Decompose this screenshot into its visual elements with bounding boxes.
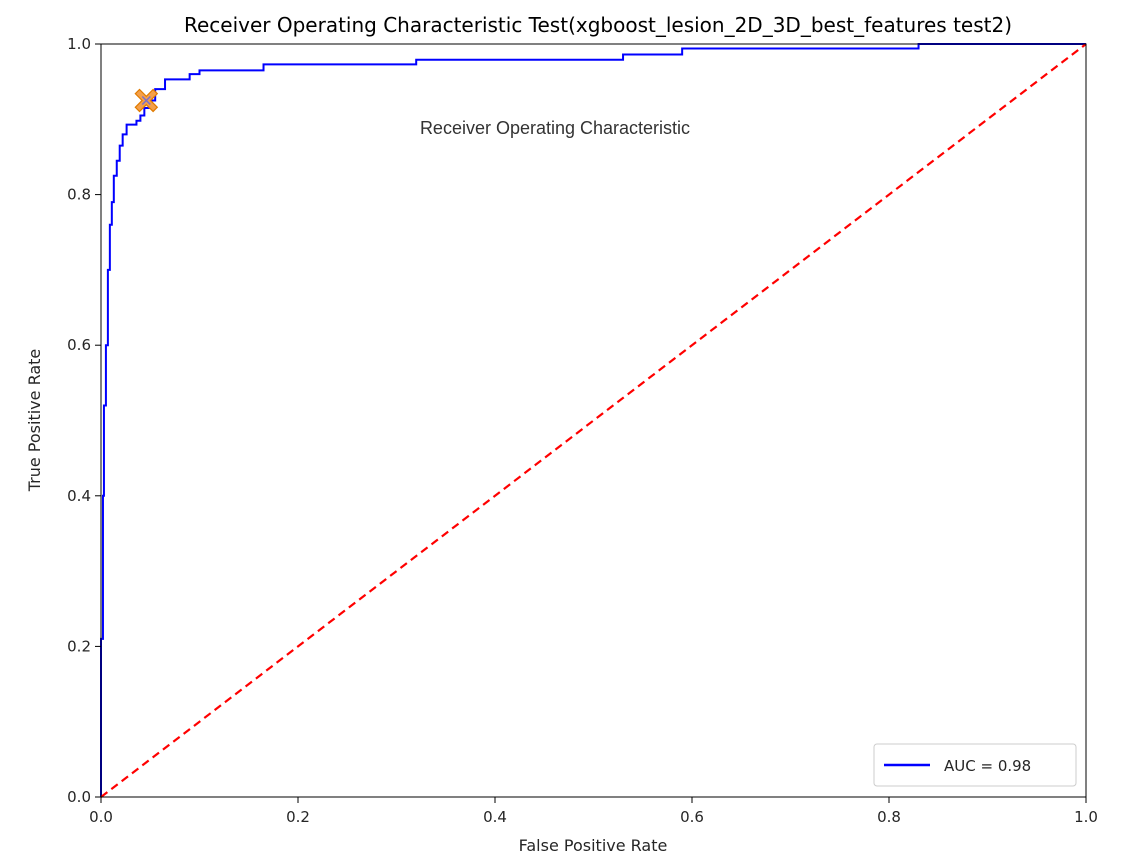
optimal-point-marker	[134, 88, 159, 113]
optimal-point-inner-x	[141, 95, 151, 106]
legend-label: AUC = 0.98	[944, 757, 1031, 775]
x-tick-label: 0.4	[483, 808, 507, 826]
plot-annotation: Receiver Operating Characteristic	[420, 118, 690, 138]
y-tick-label: 0.6	[67, 336, 91, 354]
x-tick-label: 0.2	[286, 808, 310, 826]
y-tick-label: 0.8	[67, 186, 91, 204]
chart-title: Receiver Operating Characteristic Test(x…	[184, 13, 1012, 37]
y-tick-label: 0.4	[67, 487, 91, 505]
data-layer	[100, 43, 1087, 798]
roc-curve-line	[100, 43, 1086, 797]
x-axis-label: False Positive Rate	[519, 836, 668, 855]
chance-diagonal-line	[100, 43, 1087, 798]
y-tick-label: 0.2	[67, 637, 91, 655]
y-axis-label: True Positive Rate	[25, 349, 44, 493]
x-tick-label: 0.6	[680, 808, 704, 826]
legend-box	[873, 743, 1077, 787]
x-tick-label: 0.8	[877, 808, 901, 826]
x-tick-label: 1.0	[1074, 808, 1098, 826]
y-tick-label: 1.0	[67, 35, 91, 53]
plot-frame	[100, 43, 1087, 798]
x-tick-label: 0.0	[89, 808, 113, 826]
y-tick-label: 0.0	[67, 788, 91, 806]
x-axis: 0.0 0.2 0.4 0.6 0.8 1.0	[89, 797, 1098, 826]
legend: AUC = 0.98	[873, 743, 1077, 787]
y-axis: 0.0 0.2 0.4 0.6 0.8 1.0	[67, 35, 101, 806]
